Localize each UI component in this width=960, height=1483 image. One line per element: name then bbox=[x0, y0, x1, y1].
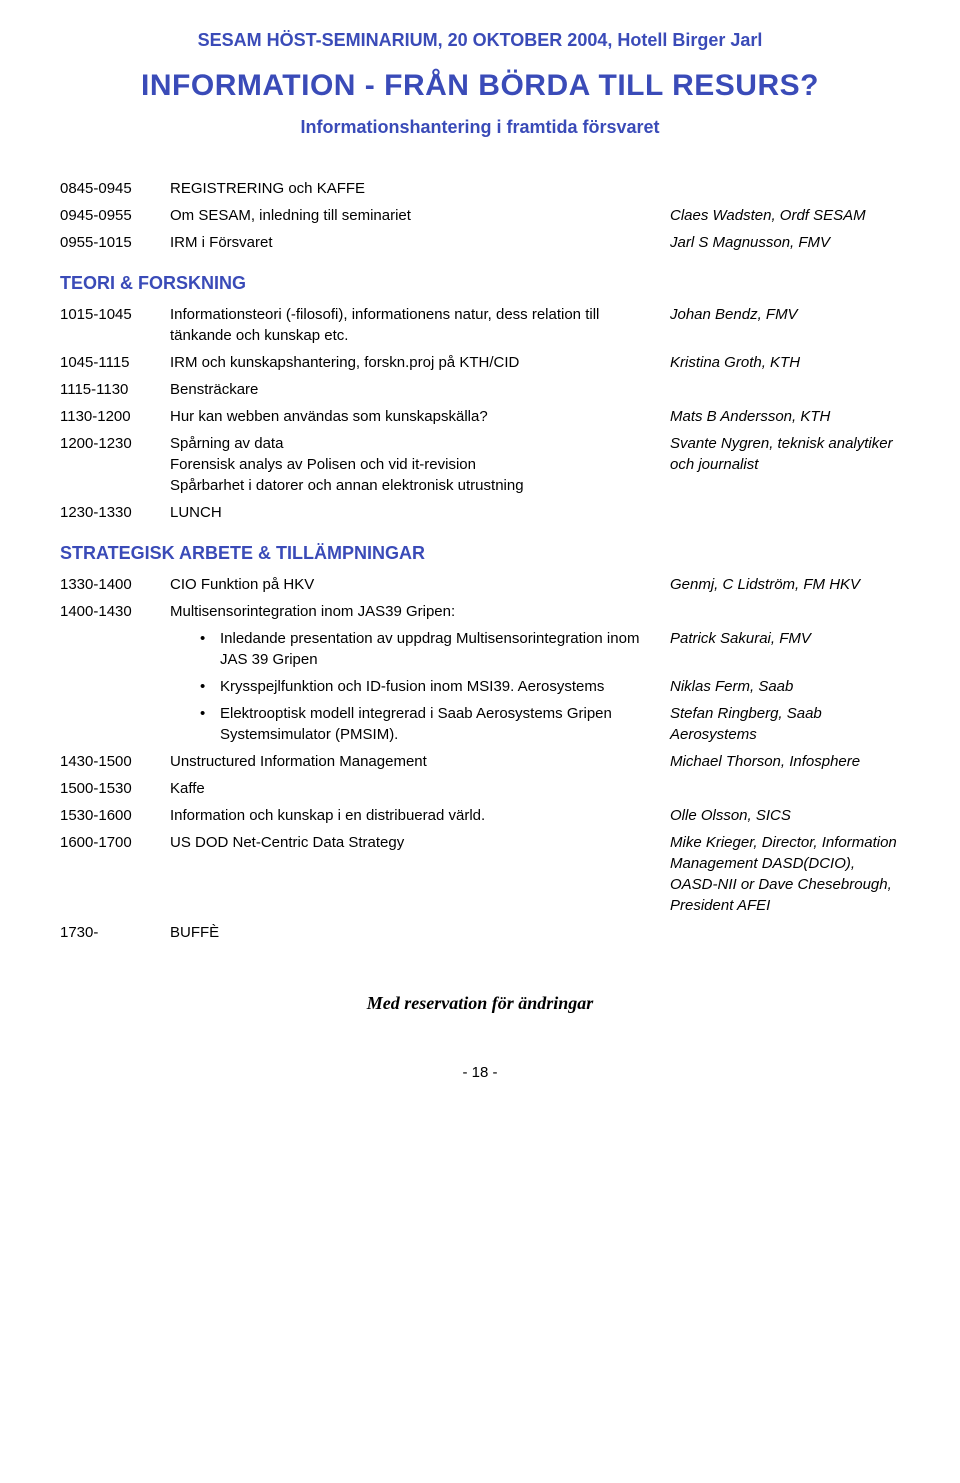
schedule-row: 1130-1200Hur kan webben användas som kun… bbox=[60, 406, 900, 427]
description-cell: BUFFÈ bbox=[170, 922, 670, 943]
schedule-row: 1530-1600Information och kunskap i en di… bbox=[60, 805, 900, 826]
seminar-header: SESAM HÖST-SEMINARIUM, 20 OKTOBER 2004, … bbox=[60, 30, 900, 51]
schedule-block-top: 0845-0945REGISTRERING och KAFFE0945-0955… bbox=[60, 178, 900, 253]
description-cell: CIO Funktion på HKV bbox=[170, 574, 670, 595]
time-cell: 1200-1230 bbox=[60, 433, 170, 454]
schedule-row: 1400-1430Multisensorintegration inom JAS… bbox=[60, 601, 900, 622]
description-cell: Om SESAM, inledning till seminariet bbox=[170, 205, 670, 226]
description-cell: Multisensorintegration inom JAS39 Gripen… bbox=[170, 601, 670, 622]
schedule-row: 0955-1015IRM i FörsvaretJarl S Magnusson… bbox=[60, 232, 900, 253]
schedule-row: 0945-0955Om SESAM, inledning till semina… bbox=[60, 205, 900, 226]
speaker-cell: Michael Thorson, Infosphere bbox=[670, 751, 900, 772]
schedule-row: 1600-1700US DOD Net-Centric Data Strateg… bbox=[60, 832, 900, 916]
schedule-row: 1230-1330LUNCH bbox=[60, 502, 900, 523]
time-cell: 1015-1045 bbox=[60, 304, 170, 325]
description-cell: IRM i Försvaret bbox=[170, 232, 670, 253]
speaker-cell: Genmj, C Lidström, FM HKV bbox=[670, 574, 900, 595]
schedule-row: 1730-BUFFÈ bbox=[60, 922, 900, 943]
time-cell: 0845-0945 bbox=[60, 178, 170, 199]
section-heading-2: STRATEGISK ARBETE & TILLÄMPNINGAR bbox=[60, 543, 900, 564]
description-cell: Informationsteori (-filosofi), informati… bbox=[170, 304, 670, 346]
time-cell: 1430-1500 bbox=[60, 751, 170, 772]
schedule-row: 1500-1530Kaffe bbox=[60, 778, 900, 799]
time-cell: 1730- bbox=[60, 922, 170, 943]
speaker-cell: Kristina Groth, KTH bbox=[670, 352, 900, 373]
description-cell: Unstructured Information Management bbox=[170, 751, 670, 772]
time-cell: 0945-0955 bbox=[60, 205, 170, 226]
schedule-row: 1430-1500Unstructured Information Manage… bbox=[60, 751, 900, 772]
speaker-cell: Jarl S Magnusson, FMV bbox=[670, 232, 900, 253]
section-heading-1: TEORI & FORSKNING bbox=[60, 273, 900, 294]
speaker-cell: Claes Wadsten, Ordf SESAM bbox=[670, 205, 900, 226]
bullet-row: •Elektrooptisk modell integrerad i Saab … bbox=[60, 703, 900, 745]
main-title: INFORMATION - FRÅN BÖRDA TILL RESURS? bbox=[60, 69, 900, 103]
description-cell: Hur kan webben användas som kunskapskäll… bbox=[170, 406, 670, 427]
schedule-block-s2b: 1430-1500Unstructured Information Manage… bbox=[60, 751, 900, 943]
speaker-cell: Johan Bendz, FMV bbox=[670, 304, 900, 325]
time-cell: 1045-1115 bbox=[60, 352, 170, 373]
schedule-row: 1015-1045Informationsteori (-filosofi), … bbox=[60, 304, 900, 346]
time-cell: 1600-1700 bbox=[60, 832, 170, 853]
bullet-row: •Inledande presentation av uppdrag Multi… bbox=[60, 628, 900, 670]
description-cell: REGISTRERING och KAFFE bbox=[170, 178, 670, 199]
bullet-icon: • bbox=[200, 628, 220, 649]
schedule-bullets: •Inledande presentation av uppdrag Multi… bbox=[60, 628, 900, 745]
description-cell: Spårning av data Forensisk analys av Pol… bbox=[170, 433, 670, 496]
time-cell: 1400-1430 bbox=[60, 601, 170, 622]
description-cell: IRM och kunskapshantering, forskn.proj p… bbox=[170, 352, 670, 373]
subtitle: Informationshantering i framtida försvar… bbox=[60, 117, 900, 138]
schedule-row: 1045-1115IRM och kunskapshantering, fors… bbox=[60, 352, 900, 373]
page-number: - 18 - bbox=[60, 1064, 900, 1081]
time-cell: 1230-1330 bbox=[60, 502, 170, 523]
description-cell: Information och kunskap i en distribuera… bbox=[170, 805, 670, 826]
bullet-text: Elektrooptisk modell integrerad i Saab A… bbox=[220, 703, 670, 745]
speaker-cell: Olle Olsson, SICS bbox=[670, 805, 900, 826]
bullet-text: Krysspejlfunktion och ID-fusion inom MSI… bbox=[220, 676, 670, 697]
bullet-icon: • bbox=[200, 676, 220, 697]
schedule-row: 1115-1130Bensträckare bbox=[60, 379, 900, 400]
description-cell: Kaffe bbox=[170, 778, 670, 799]
schedule-row: 1330-1400CIO Funktion på HKVGenmj, C Lid… bbox=[60, 574, 900, 595]
footer-note: Med reservation för ändringar bbox=[60, 993, 900, 1014]
description-cell: Bensträckare bbox=[170, 379, 670, 400]
bullet-speaker: Patrick Sakurai, FMV bbox=[670, 628, 900, 649]
schedule-row: 1200-1230Spårning av data Forensisk anal… bbox=[60, 433, 900, 496]
schedule-block-s1: 1015-1045Informationsteori (-filosofi), … bbox=[60, 304, 900, 523]
time-cell: 1330-1400 bbox=[60, 574, 170, 595]
time-cell: 1115-1130 bbox=[60, 379, 170, 400]
speaker-cell: Mats B Andersson, KTH bbox=[670, 406, 900, 427]
bullet-text: Inledande presentation av uppdrag Multis… bbox=[220, 628, 670, 670]
time-cell: 1130-1200 bbox=[60, 406, 170, 427]
bullet-row: •Krysspejlfunktion och ID-fusion inom MS… bbox=[60, 676, 900, 697]
time-cell: 1530-1600 bbox=[60, 805, 170, 826]
speaker-cell: Mike Krieger, Director, Information Mana… bbox=[670, 832, 900, 916]
bullet-speaker: Stefan Ringberg, Saab Aerosystems bbox=[670, 703, 900, 745]
speaker-cell: Svante Nygren, teknisk analytiker och jo… bbox=[670, 433, 900, 475]
description-cell: US DOD Net-Centric Data Strategy bbox=[170, 832, 670, 853]
bullet-speaker: Niklas Ferm, Saab bbox=[670, 676, 900, 697]
time-cell: 1500-1530 bbox=[60, 778, 170, 799]
description-cell: LUNCH bbox=[170, 502, 670, 523]
schedule-row: 0845-0945REGISTRERING och KAFFE bbox=[60, 178, 900, 199]
schedule-block-s2a: 1330-1400CIO Funktion på HKVGenmj, C Lid… bbox=[60, 574, 900, 622]
time-cell: 0955-1015 bbox=[60, 232, 170, 253]
bullet-icon: • bbox=[200, 703, 220, 724]
